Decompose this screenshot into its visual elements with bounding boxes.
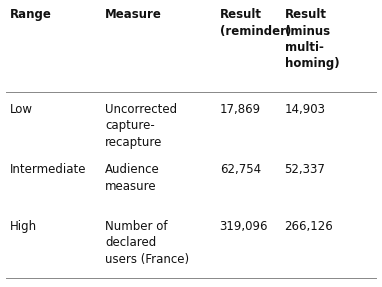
Text: High: High xyxy=(10,220,37,233)
Text: 62,754: 62,754 xyxy=(220,163,261,176)
Text: Uncorrected
capture-
recapture: Uncorrected capture- recapture xyxy=(105,103,177,149)
Text: Result
(reminder): Result (reminder) xyxy=(220,8,291,38)
Text: Result
(minus
multi-
homing): Result (minus multi- homing) xyxy=(285,8,339,71)
Text: 319,096: 319,096 xyxy=(220,220,268,233)
Text: Number of
declared
users (France): Number of declared users (France) xyxy=(105,220,189,266)
Text: Measure: Measure xyxy=(105,8,162,21)
Text: 17,869: 17,869 xyxy=(220,103,261,116)
Text: Audience
measure: Audience measure xyxy=(105,163,160,193)
Text: 52,337: 52,337 xyxy=(285,163,325,176)
Text: 14,903: 14,903 xyxy=(285,103,325,116)
Text: 266,126: 266,126 xyxy=(285,220,333,233)
Text: Range: Range xyxy=(10,8,52,21)
Text: Low: Low xyxy=(10,103,32,116)
Text: Intermediate: Intermediate xyxy=(10,163,86,176)
